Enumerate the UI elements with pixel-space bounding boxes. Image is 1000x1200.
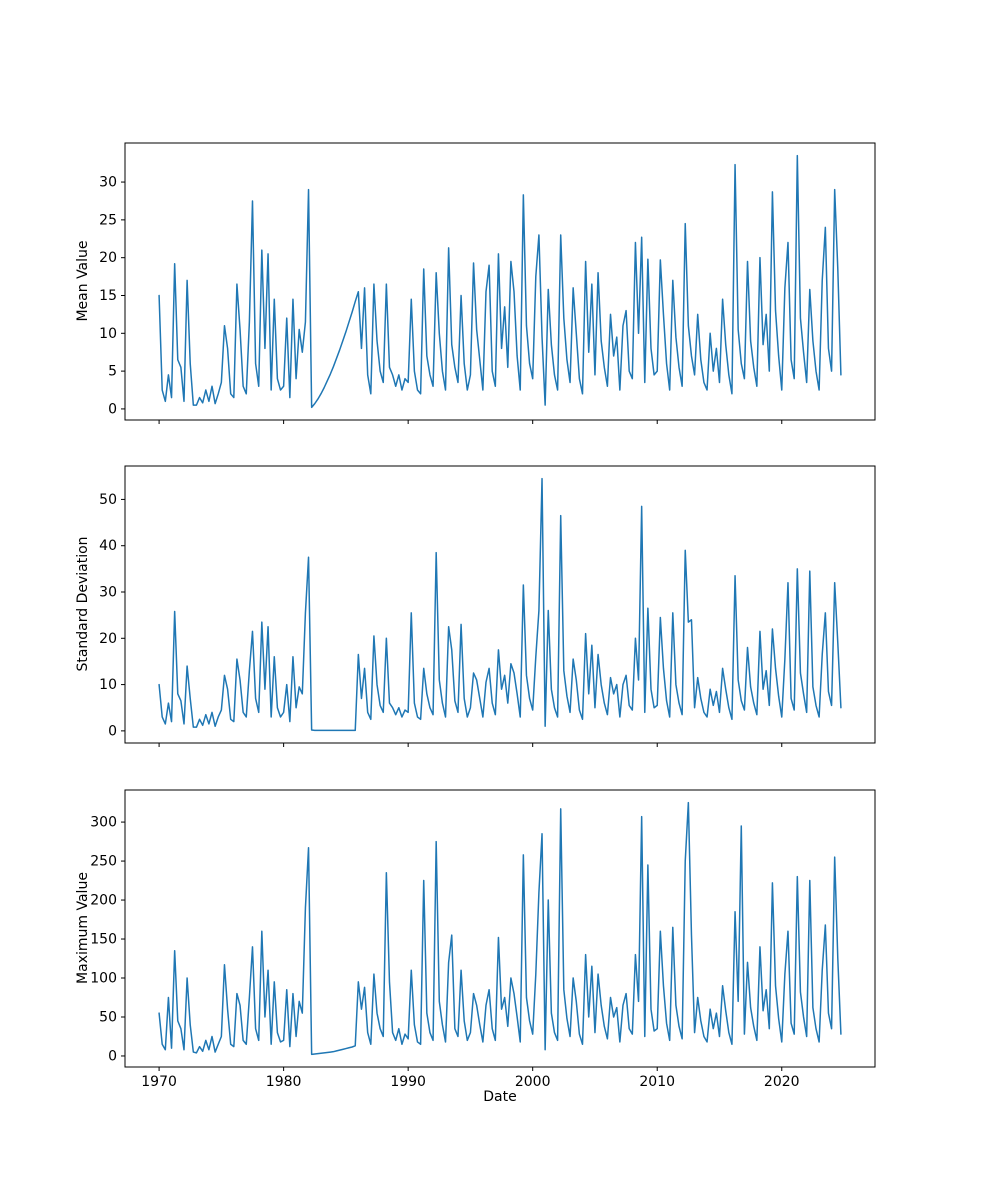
y-tick-label: 5 [108, 364, 117, 380]
y-tick-label: 20 [99, 631, 117, 647]
y-tick-label: 10 [99, 326, 117, 342]
y-axis-label-std: Standard Deviation [75, 536, 91, 672]
y-tick-label: 30 [99, 585, 117, 601]
x-axis-label: Date [483, 1089, 517, 1105]
series-line-std [158, 477, 842, 732]
x-tick-label: 2000 [515, 1074, 551, 1090]
y-tick-label: 300 [90, 815, 117, 831]
y-tick-label: 25 [99, 212, 117, 228]
x-tick-label: 2020 [764, 1074, 800, 1090]
subplot-max: 1970 1980 1990 2000 2010 2020 0 50 100 150 200 250 3… [90, 789, 876, 1090]
y-tick-label: 250 [90, 854, 117, 870]
y-tick-label: 0 [108, 401, 117, 417]
y-tick-label: 40 [99, 538, 117, 554]
subplot-mean: 0 5 10 15 20 25 30 [99, 142, 876, 424]
y-tick-label: 15 [99, 288, 117, 304]
series-line-mean [158, 154, 842, 409]
plot-frame [124, 789, 876, 1068]
plot-frame [124, 465, 876, 744]
y-tick-label: 20 [99, 250, 117, 266]
x-tick-label: 1970 [141, 1074, 177, 1090]
y-tick-label: 200 [90, 893, 117, 909]
series-line-max [158, 801, 842, 1056]
y-axis-label-max: Maximum Value [75, 872, 91, 984]
y-tick-label: 50 [99, 492, 117, 508]
x-tick-label: 1990 [390, 1074, 426, 1090]
y-tick-label: 0 [108, 1048, 117, 1064]
x-tick-label: 1980 [266, 1074, 302, 1090]
y-tick-label: 10 [99, 677, 117, 693]
y-tick-label: 100 [90, 971, 117, 987]
x-tick-label: 2010 [639, 1074, 675, 1090]
subplot-std: 0 10 20 30 40 50 [99, 465, 876, 747]
plot-frame [124, 142, 876, 421]
y-tick-label: 30 [99, 175, 117, 191]
y-axis-label-mean: Mean Value [75, 240, 91, 322]
y-tick-label: 50 [99, 1009, 117, 1025]
y-tick-label: 150 [90, 932, 117, 948]
y-tick-label: 0 [108, 723, 117, 739]
